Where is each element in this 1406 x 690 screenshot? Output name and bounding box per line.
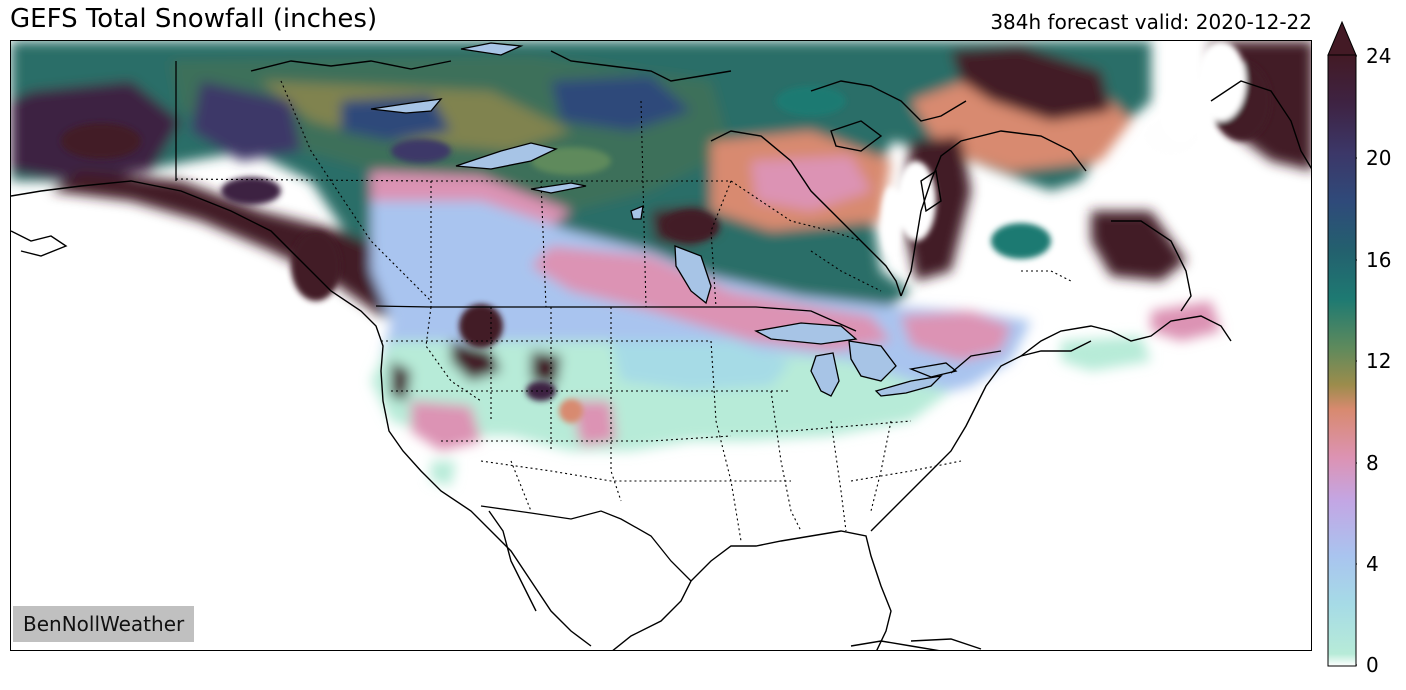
country-borders [175,61,1002,582]
colorbar-tick-8: 8 [1366,451,1379,475]
colorbar-tick-16: 16 [1366,248,1392,272]
snowfall-detail [61,41,1271,423]
colorbar-tick-20: 20 [1366,146,1392,170]
lakes [370,42,958,397]
watermark-label: BenNollWeather [13,606,195,642]
colorbar-tick-0: 0 [1366,653,1379,677]
colorbar-tick-4: 4 [1366,552,1379,576]
snowfall-field [11,41,1311,486]
colorbar-tick-12: 12 [1366,349,1392,373]
colorbar-ticks [1356,55,1357,666]
forecast-valid-label: 384h forecast valid: 2020-12-22 [990,10,1312,34]
state-borders [175,80,1072,542]
snowfall-map [10,40,1312,651]
colorbar-tick-24: 24 [1366,44,1392,68]
colorbar-extend-arrow [1327,20,1357,56]
colorbar-gradient [1327,54,1357,667]
colorbar [1327,20,1357,667]
map-title: GEFS Total Snowfall (inches) [10,4,378,34]
map-canvas [11,41,1311,650]
coastlines [11,50,1311,650]
